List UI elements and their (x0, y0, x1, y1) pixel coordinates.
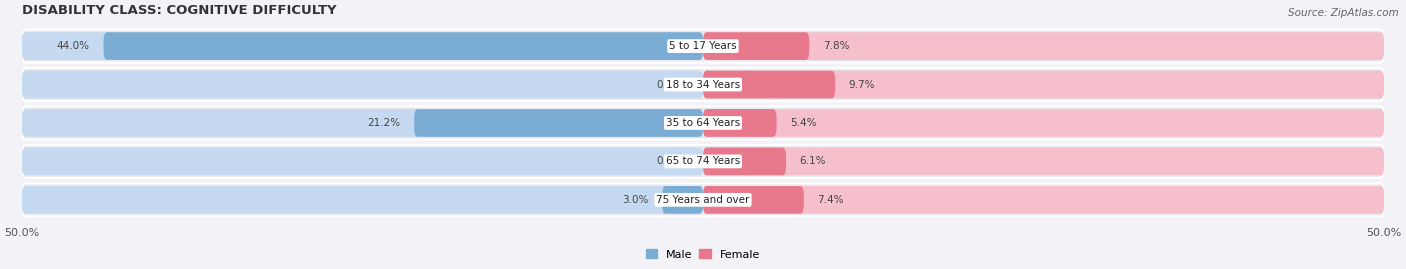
FancyBboxPatch shape (703, 148, 786, 175)
FancyBboxPatch shape (21, 30, 1385, 63)
Text: 65 to 74 Years: 65 to 74 Years (666, 156, 740, 167)
FancyBboxPatch shape (21, 107, 1385, 140)
Text: 35 to 64 Years: 35 to 64 Years (666, 118, 740, 128)
FancyBboxPatch shape (703, 109, 1385, 137)
Text: 7.8%: 7.8% (823, 41, 849, 51)
FancyBboxPatch shape (703, 71, 835, 98)
FancyBboxPatch shape (21, 145, 1385, 178)
FancyBboxPatch shape (21, 109, 703, 137)
Text: 9.7%: 9.7% (849, 80, 876, 90)
Text: 44.0%: 44.0% (56, 41, 90, 51)
Text: 7.4%: 7.4% (817, 195, 844, 205)
Text: 5.4%: 5.4% (790, 118, 817, 128)
FancyBboxPatch shape (703, 32, 810, 60)
Legend: Male, Female: Male, Female (641, 245, 765, 264)
FancyBboxPatch shape (703, 186, 804, 214)
FancyBboxPatch shape (703, 32, 1385, 60)
Text: 18 to 34 Years: 18 to 34 Years (666, 80, 740, 90)
FancyBboxPatch shape (415, 109, 703, 137)
FancyBboxPatch shape (21, 71, 703, 98)
Text: 0.0%: 0.0% (657, 80, 682, 90)
FancyBboxPatch shape (662, 186, 703, 214)
FancyBboxPatch shape (21, 32, 703, 60)
FancyBboxPatch shape (21, 148, 703, 175)
FancyBboxPatch shape (703, 186, 1385, 214)
FancyBboxPatch shape (703, 71, 1385, 98)
Text: Source: ZipAtlas.com: Source: ZipAtlas.com (1288, 8, 1399, 18)
FancyBboxPatch shape (703, 109, 776, 137)
FancyBboxPatch shape (21, 186, 703, 214)
Text: 6.1%: 6.1% (800, 156, 827, 167)
Text: 3.0%: 3.0% (621, 195, 648, 205)
FancyBboxPatch shape (21, 183, 1385, 216)
FancyBboxPatch shape (104, 32, 703, 60)
FancyBboxPatch shape (703, 148, 1385, 175)
Text: 75 Years and over: 75 Years and over (657, 195, 749, 205)
FancyBboxPatch shape (21, 68, 1385, 101)
Text: 5 to 17 Years: 5 to 17 Years (669, 41, 737, 51)
Text: 21.2%: 21.2% (367, 118, 401, 128)
Text: 0.0%: 0.0% (657, 156, 682, 167)
Text: DISABILITY CLASS: COGNITIVE DIFFICULTY: DISABILITY CLASS: COGNITIVE DIFFICULTY (21, 4, 336, 17)
